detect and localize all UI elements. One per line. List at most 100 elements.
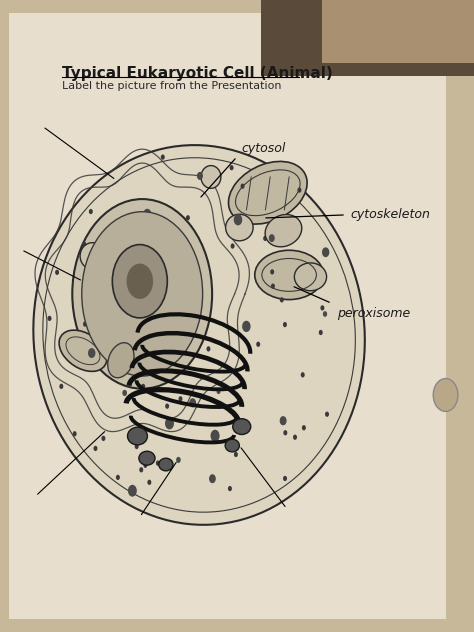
Ellipse shape [139,451,155,465]
Circle shape [176,457,181,463]
Circle shape [112,245,167,318]
Circle shape [186,215,190,221]
Circle shape [93,446,98,451]
Circle shape [141,384,145,389]
Circle shape [73,431,77,437]
Text: Typical Eukaryotic Cell (Animal): Typical Eukaryotic Cell (Animal) [62,66,332,82]
Ellipse shape [233,418,251,435]
Circle shape [323,311,327,317]
Circle shape [319,330,323,335]
Text: Label the picture from the Presentation: Label the picture from the Presentation [62,81,281,91]
Circle shape [127,270,131,276]
Circle shape [83,322,87,327]
Circle shape [197,172,203,180]
Ellipse shape [128,427,147,445]
Circle shape [209,474,216,483]
Circle shape [141,312,146,318]
Circle shape [180,243,188,254]
Circle shape [89,209,93,214]
Circle shape [293,435,297,440]
Circle shape [147,480,151,485]
FancyBboxPatch shape [322,0,474,63]
Circle shape [116,475,120,480]
Ellipse shape [201,166,221,188]
Circle shape [301,372,305,377]
Circle shape [122,390,127,396]
Circle shape [139,310,143,316]
Ellipse shape [80,243,105,269]
Circle shape [210,430,219,442]
Circle shape [433,379,458,411]
FancyBboxPatch shape [261,0,474,76]
Ellipse shape [33,145,365,525]
Text: peroxisome: peroxisome [337,307,410,320]
Circle shape [101,435,105,441]
Circle shape [47,316,52,321]
Circle shape [302,425,306,430]
Circle shape [311,274,315,280]
Ellipse shape [159,458,173,471]
Ellipse shape [225,439,239,452]
Circle shape [270,269,274,274]
Circle shape [214,435,218,441]
Circle shape [229,165,234,171]
Circle shape [280,297,284,303]
Circle shape [233,441,237,446]
Circle shape [88,348,95,358]
Circle shape [269,234,275,242]
Ellipse shape [72,199,212,389]
Circle shape [55,270,59,275]
Circle shape [189,398,196,408]
FancyBboxPatch shape [9,13,446,619]
Circle shape [143,209,152,220]
Ellipse shape [108,343,134,378]
Circle shape [325,411,329,417]
Circle shape [161,154,165,160]
Circle shape [139,467,143,473]
Circle shape [271,284,275,289]
Circle shape [242,320,251,332]
Ellipse shape [255,250,323,300]
Circle shape [322,247,329,257]
Circle shape [165,403,169,409]
Ellipse shape [294,263,327,291]
Circle shape [234,214,242,226]
Text: cytoskeleton: cytoskeleton [351,209,431,221]
Ellipse shape [226,214,253,241]
Circle shape [127,264,153,299]
Circle shape [298,188,301,193]
Circle shape [132,304,136,309]
Circle shape [156,461,160,466]
Circle shape [165,417,174,429]
Circle shape [59,384,64,389]
Ellipse shape [265,214,302,247]
Circle shape [283,476,287,481]
Circle shape [231,243,235,249]
Circle shape [146,241,155,254]
Ellipse shape [228,161,307,224]
Circle shape [144,463,147,468]
Circle shape [320,305,324,310]
Circle shape [124,327,128,333]
Circle shape [256,342,260,347]
Circle shape [217,389,220,394]
Circle shape [283,430,287,435]
Circle shape [241,183,245,189]
Ellipse shape [82,212,202,376]
Circle shape [107,315,111,320]
Circle shape [179,396,182,401]
Circle shape [228,486,232,491]
Circle shape [136,368,139,374]
Circle shape [135,444,139,449]
Circle shape [82,241,86,247]
Circle shape [116,346,119,351]
Circle shape [128,485,137,497]
Circle shape [263,236,267,241]
Circle shape [142,317,146,322]
Circle shape [283,322,287,327]
Ellipse shape [59,330,107,372]
Circle shape [234,452,238,457]
Circle shape [125,260,129,265]
Text: cytosol: cytosol [242,142,286,155]
Circle shape [172,226,176,231]
